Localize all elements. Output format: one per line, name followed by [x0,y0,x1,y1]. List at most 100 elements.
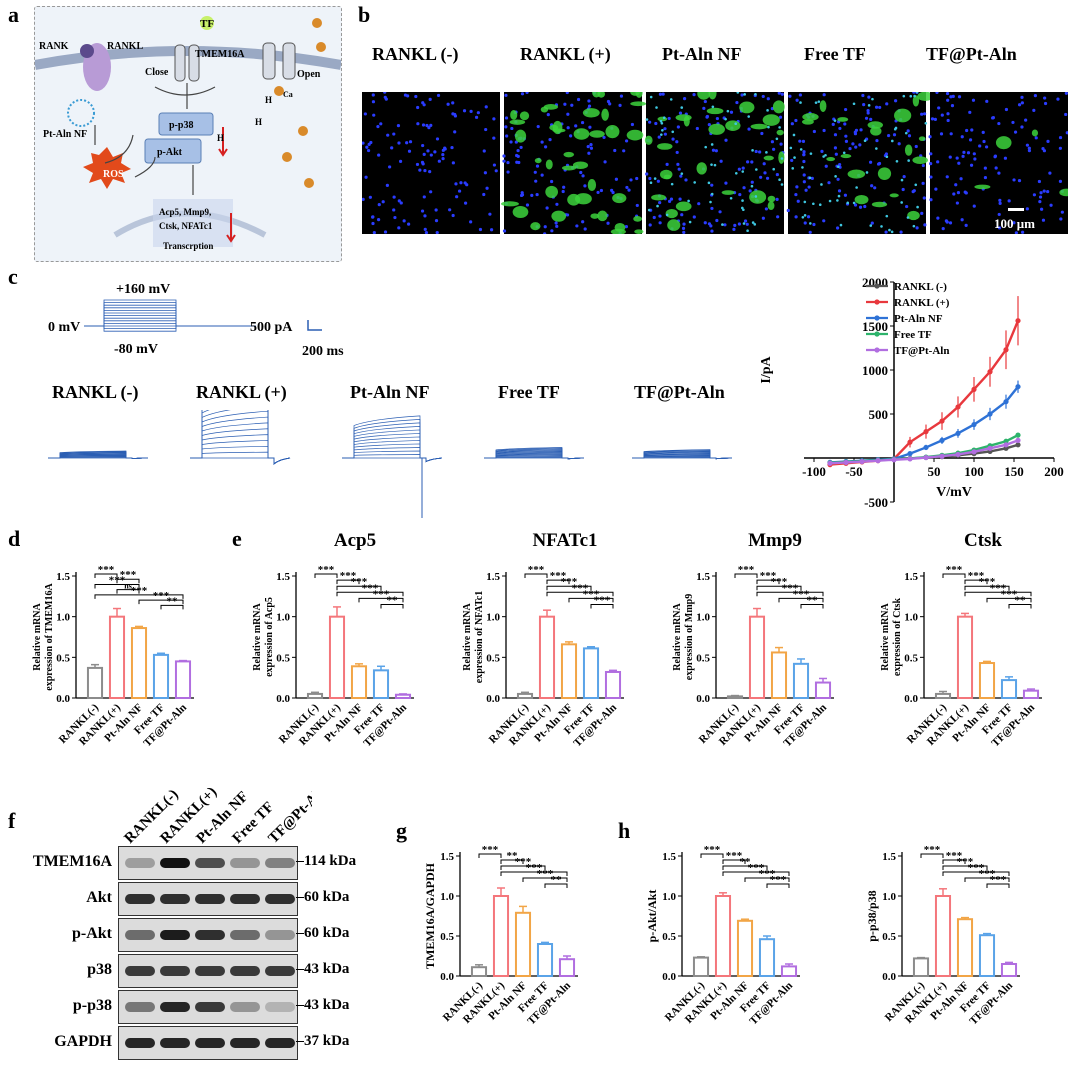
trace-group-2 [190,410,291,465]
blot-band [230,1002,260,1012]
sig-label: *** [98,564,115,576]
sig-bracket [546,591,614,597]
bar [1000,963,1018,977]
bar-chart-tmem16a: 0.0 0.5 1.0 1.5 Relative mRNA expression of T… [32,564,194,749]
iv-ytick-label: 1000 [862,363,888,378]
iv-point [891,457,897,463]
current-traces [48,410,733,518]
blot-tick [296,933,304,934]
sig-bracket [116,589,140,594]
ytick-label: 0.5 [276,652,290,664]
sig-label: *** [760,570,777,582]
sig-bracket [94,573,118,578]
label-v-zero: 0 mV [48,320,80,335]
iv-ylabel: I/pA [759,355,774,383]
bar [1022,689,1040,699]
ytick-label: 0.5 [696,652,710,664]
ytick-label: 0.0 [276,693,290,705]
iv-xtick-label: 150 [1004,464,1024,479]
chart-title: NFATc1 [532,530,597,551]
sig-bracket [336,579,360,585]
sig-label: *** [738,564,755,576]
ytick-label: 0.5 [882,931,896,943]
iv-ytick-label: 1500 [862,319,888,334]
iv-xtick-label: -50 [845,464,862,479]
blot-band [195,930,225,940]
label-genes2: Ctsk, NFATc1 [159,221,213,231]
bar [328,615,346,699]
blot-tick [296,969,304,970]
channel-open-left [262,42,276,80]
ylabel-line2: expression of Mmp9 [684,594,695,680]
iv-point [907,456,913,462]
blot-band [265,1002,295,1012]
iv-point [827,460,833,466]
sig-label: *** [482,844,499,856]
blot-protein-label: p38 [87,961,112,978]
trace-header-4: Free TF [498,382,560,402]
ylabel-line1: Relative mRNA [32,602,43,670]
trace-group-3 [342,415,443,518]
sig-label: *** [526,862,543,874]
fluorescence-images [362,92,1068,234]
bar [492,895,510,977]
sig-label: *** [770,874,787,886]
iv-point [939,418,945,424]
blot-size-label: 114 kDa [304,853,357,869]
bar [736,919,754,978]
sig-label: *** [990,582,1007,594]
bar [514,911,532,978]
ylabel-line2: expression of NFATc1 [474,591,485,683]
blot-band [160,1038,190,1048]
iv-point [923,454,929,461]
bar-chart-tmem16a-gapdh: 0.00.51.01.5TMEM16A/GAPDHRANKL(-)RANKL(+… [423,844,578,1027]
sig-bracket [160,604,184,610]
tf-molecule [200,16,214,30]
blot-protein-label: Akt [86,889,112,906]
ytick-label: 0.5 [904,652,918,664]
sig-label: ** [167,595,179,607]
sig-label: *** [748,862,765,874]
iv-point [955,430,961,436]
blot-band [265,1038,295,1048]
blot-strip [118,990,298,1024]
blot-band [265,858,295,868]
blot-band [125,1038,155,1048]
bar [978,662,996,700]
fluorescence-image-2 [501,92,647,234]
iv-point [907,451,913,457]
blot-strip [118,882,298,916]
blot-band [125,966,155,976]
legend-label: RANKL (+) [894,297,950,309]
sig-label: *** [109,574,126,586]
legend-label: RANKL (-) [894,281,947,293]
sig-label: *** [979,868,996,880]
blot-band [160,858,190,868]
sig-bracket [568,597,614,603]
sig-label: *** [583,588,600,600]
trace-header-1: RANKL (-) [52,382,139,402]
iv-point [1015,384,1021,390]
blot-protein-label: GAPDH [54,1033,112,1050]
ytick-label: 1.5 [486,571,500,583]
sig-label: *** [968,570,985,582]
panel-label-c: c [8,264,18,289]
bar [174,660,192,699]
bar [516,692,534,700]
sig-bracket [800,604,824,609]
sig-bracket [942,865,988,870]
bar [934,895,952,977]
cl-ion-3 [304,178,314,188]
bar [108,615,126,699]
sig-bracket [700,853,724,858]
sig-label: *** [793,588,810,600]
sig-label: *** [1001,588,1018,600]
sig-bracket [964,877,1010,882]
iv-point [955,451,961,458]
legend-label: TF@Pt-Aln [894,345,949,357]
ytick-label: 0.0 [56,693,70,705]
ytick-label: 1.5 [56,571,70,583]
ytick-label: 0.5 [440,931,454,943]
scale-bar [307,320,322,331]
label-v-top: +160 mV [116,282,170,297]
